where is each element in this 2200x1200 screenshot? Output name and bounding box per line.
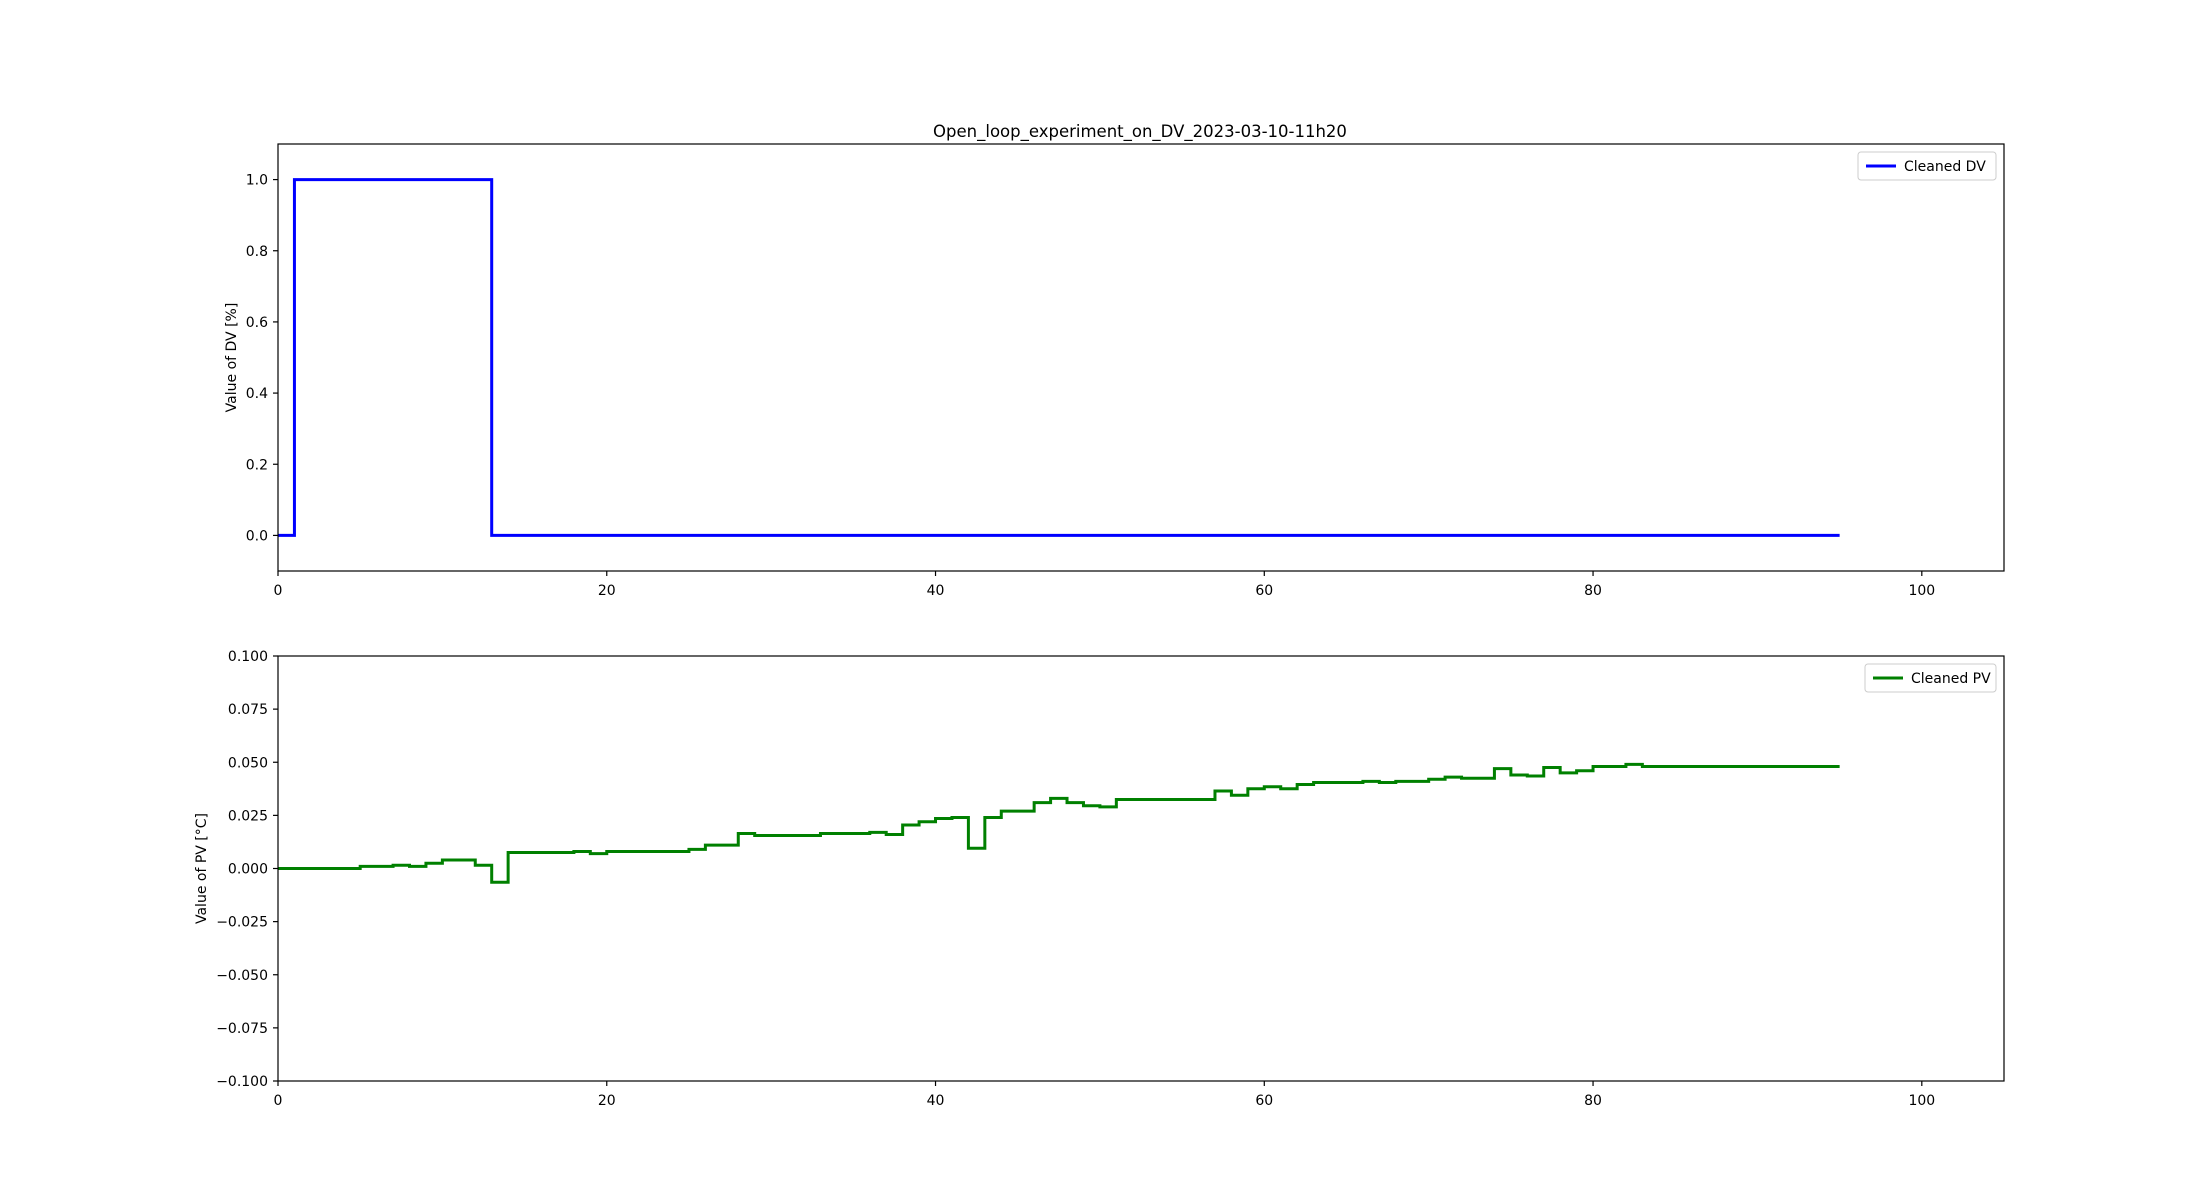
axes-frame-dv bbox=[277, 143, 2005, 572]
subplot-pv: 0 20 40 60 80 100 −0.100 −0.075 −0.050 −0.025 0.00… bbox=[194, 649, 2005, 1109]
x-tick-label: 0 bbox=[274, 1093, 283, 1109]
x-tick-label: 0 bbox=[274, 583, 283, 599]
series-line-dv bbox=[278, 178, 1840, 537]
y-tick-label: −0.050 bbox=[216, 968, 268, 984]
x-tick-label: 100 bbox=[1908, 1093, 1935, 1109]
x-tick-label: 60 bbox=[1255, 1093, 1273, 1109]
y-axis-title-dv: Value of DV [%] bbox=[224, 303, 240, 413]
x-tick-label: 20 bbox=[598, 1093, 616, 1109]
y-tick-label: 0.2 bbox=[246, 457, 268, 473]
y-tick-label: 0.100 bbox=[228, 649, 268, 665]
y-tick-label: 0.4 bbox=[246, 386, 268, 402]
y-tick-label: 0.050 bbox=[228, 755, 268, 771]
y-tick-label: 0.025 bbox=[228, 808, 268, 824]
legend-box-pv bbox=[1864, 663, 1997, 693]
series-line-pv bbox=[278, 762, 1840, 884]
y-tick-label: 0.000 bbox=[228, 862, 268, 878]
legend-box-dv bbox=[1857, 151, 1997, 181]
y-tick-label: 0.0 bbox=[246, 528, 268, 544]
y-tick-label: −0.075 bbox=[216, 1021, 268, 1037]
legend-label-pv: Cleaned PV bbox=[1911, 671, 1991, 687]
y-axis-title-pv: Value of PV [°C] bbox=[194, 813, 210, 924]
figure-title: Open_loop_experiment_on_DV_2023-03-10-11… bbox=[933, 122, 1347, 142]
y-tick-label: 0.8 bbox=[246, 244, 268, 260]
subplots: 0 20 40 60 80 100 0.0 0.2 0.4 0.6 0.8 1.0 Value of D… bbox=[194, 143, 2005, 1109]
y-tick-label: 0.6 bbox=[246, 315, 268, 331]
x-tick-label: 40 bbox=[927, 1093, 945, 1109]
x-tick-label: 80 bbox=[1584, 583, 1602, 599]
y-tick-label: −0.100 bbox=[216, 1074, 268, 1090]
x-tick-label: 40 bbox=[927, 583, 945, 599]
legend-label-dv: Cleaned DV bbox=[1904, 159, 1986, 175]
x-tick-label: 60 bbox=[1255, 583, 1273, 599]
y-tick-label: 0.075 bbox=[228, 702, 268, 718]
subplot-dv: 0 20 40 60 80 100 0.0 0.2 0.4 0.6 0.8 1.0 Value of D… bbox=[224, 143, 2005, 599]
y-tick-label: −0.025 bbox=[216, 915, 268, 931]
x-tick-label: 100 bbox=[1908, 583, 1935, 599]
x-tick-label: 20 bbox=[598, 583, 616, 599]
y-tick-label: 1.0 bbox=[246, 173, 268, 189]
x-tick-label: 80 bbox=[1584, 1093, 1602, 1109]
